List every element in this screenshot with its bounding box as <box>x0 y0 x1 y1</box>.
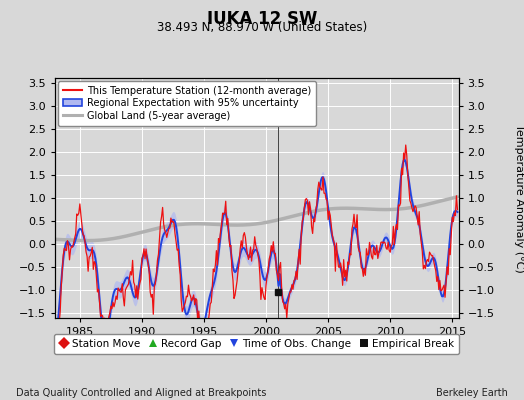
Text: Data Quality Controlled and Aligned at Breakpoints: Data Quality Controlled and Aligned at B… <box>16 388 266 398</box>
Legend: This Temperature Station (12-month average), Regional Expectation with 95% uncer: This Temperature Station (12-month avera… <box>58 81 316 126</box>
Text: Berkeley Earth: Berkeley Earth <box>436 388 508 398</box>
Text: IUKA 12 SW: IUKA 12 SW <box>207 10 317 28</box>
Legend: Station Move, Record Gap, Time of Obs. Change, Empirical Break: Station Move, Record Gap, Time of Obs. C… <box>54 334 460 354</box>
Y-axis label: Temperature Anomaly (°C): Temperature Anomaly (°C) <box>514 124 524 272</box>
Text: 38.493 N, 88.970 W (United States): 38.493 N, 88.970 W (United States) <box>157 21 367 34</box>
